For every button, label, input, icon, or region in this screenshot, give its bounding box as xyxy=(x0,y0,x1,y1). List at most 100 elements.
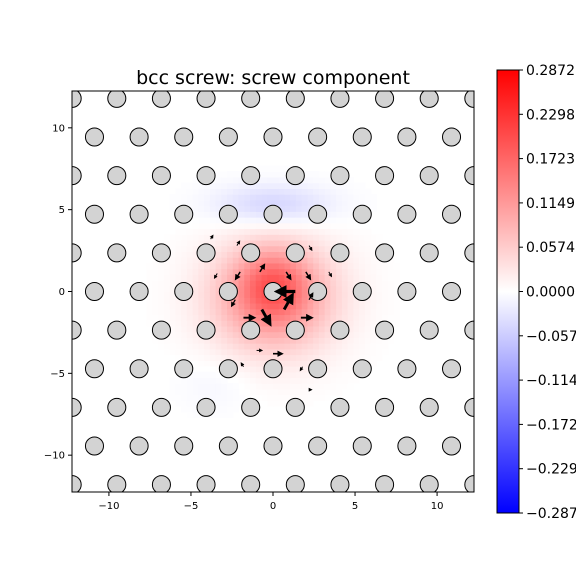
heatmap-cell xyxy=(204,343,211,350)
heatmap-cell xyxy=(198,280,205,287)
heatmap-cell xyxy=(267,343,274,350)
heatmap-cell xyxy=(330,314,337,321)
heatmap-cell xyxy=(284,217,291,224)
heatmap-cell xyxy=(336,343,343,350)
heatmap-cell xyxy=(186,228,194,235)
heatmap-cell xyxy=(192,371,199,379)
heatmap-cell xyxy=(290,354,297,361)
heatmap-cell xyxy=(370,194,377,201)
heatmap-cell xyxy=(221,176,228,184)
heatmap-cell xyxy=(238,320,245,327)
heatmap-cell xyxy=(238,394,245,401)
heatmap-cell xyxy=(244,205,251,212)
heatmap-cell xyxy=(232,280,240,287)
heatmap-cell xyxy=(186,188,194,195)
heatmap-cell xyxy=(215,308,222,316)
atom-marker xyxy=(174,281,194,302)
atom-marker xyxy=(285,320,305,340)
heatmap-cell xyxy=(238,354,245,361)
heatmap-cell xyxy=(347,182,354,189)
atom-marker xyxy=(107,243,127,263)
heatmap-cell xyxy=(359,308,366,316)
atom-marker xyxy=(352,204,372,224)
heatmap-cell xyxy=(382,302,389,310)
heatmap-cell xyxy=(163,234,171,241)
heatmap-cell xyxy=(232,314,240,321)
atom-marker xyxy=(441,204,462,224)
heatmap-cell xyxy=(267,302,274,310)
heatmap-cell xyxy=(284,182,291,189)
heatmap-cell xyxy=(244,348,251,356)
heatmap-cell xyxy=(278,280,286,287)
heatmap-cell xyxy=(255,291,263,298)
heatmap-cell xyxy=(250,377,257,384)
heatmap-cell xyxy=(186,388,194,396)
heatmap-cell xyxy=(341,199,349,207)
heatmap-cell xyxy=(238,222,245,230)
heatmap-cell xyxy=(364,348,372,356)
heatmap-cell xyxy=(152,308,159,316)
heatmap-cell xyxy=(324,274,332,281)
heatmap-cell xyxy=(353,297,360,304)
heatmap-cell xyxy=(175,302,182,310)
heatmap-cell xyxy=(181,268,188,275)
heatmap-cell xyxy=(198,308,205,316)
heatmap-cell xyxy=(376,302,383,310)
heatmap-cell xyxy=(364,188,372,195)
heatmap-cell xyxy=(267,194,274,201)
x-tick-label: 10 xyxy=(431,501,444,512)
heatmap-cell xyxy=(261,188,268,195)
heatmap-cell xyxy=(353,343,360,350)
heatmap-cell xyxy=(301,320,309,327)
heatmap-cell xyxy=(232,171,240,178)
heatmap-cell xyxy=(209,199,217,207)
heatmap-cell xyxy=(313,343,320,350)
heatmap-cell xyxy=(382,337,389,344)
heatmap-cell xyxy=(273,245,280,253)
heatmap-cell xyxy=(336,314,343,321)
heatmap-cell xyxy=(301,171,309,178)
heatmap-cell xyxy=(301,205,309,212)
heatmap-cell xyxy=(152,291,159,298)
heatmap-cell xyxy=(295,228,303,235)
heatmap-cell xyxy=(238,291,245,298)
heatmap-cell xyxy=(324,337,332,344)
heatmap-cell xyxy=(330,388,337,396)
heatmap-cell xyxy=(324,182,332,189)
heatmap-cell xyxy=(324,325,332,333)
atom-marker xyxy=(218,204,238,224)
heatmap-cell xyxy=(227,239,234,247)
displacement-arrow xyxy=(209,234,214,240)
heatmap-cell xyxy=(330,239,337,247)
heatmap-cell xyxy=(261,302,268,310)
heatmap-cell xyxy=(307,239,314,247)
heatmap-cell xyxy=(221,228,228,235)
atom-marker xyxy=(308,359,328,379)
heatmap-cell xyxy=(250,354,257,361)
heatmap-cell xyxy=(318,245,326,253)
heatmap-cell xyxy=(238,400,245,407)
heatmap-cell xyxy=(209,211,217,218)
heatmap-cell xyxy=(169,343,176,350)
heatmap-cell xyxy=(175,239,182,247)
atom-marker xyxy=(151,166,171,186)
heatmap-cell xyxy=(353,320,360,327)
heatmap-cell xyxy=(353,337,360,344)
heatmap-cell xyxy=(169,388,176,396)
heatmap-cell xyxy=(273,394,280,401)
heatmap-cell xyxy=(273,239,280,247)
heatmap-cell xyxy=(244,383,251,390)
heatmap-cell xyxy=(376,234,383,241)
heatmap-cell xyxy=(278,222,286,230)
heatmap-cell xyxy=(307,325,314,333)
colorbar-tick-label: 0.1723 xyxy=(526,152,575,168)
heatmap-cell xyxy=(198,199,205,207)
heatmap-cell xyxy=(301,194,309,201)
heatmap-cell xyxy=(186,348,194,356)
heatmap-cell xyxy=(364,274,372,281)
heatmap-cell xyxy=(359,325,366,333)
heatmap-cell xyxy=(307,337,314,344)
heatmap-cell xyxy=(376,308,383,316)
heatmap-cell xyxy=(387,302,395,310)
heatmap-cell xyxy=(209,383,217,390)
